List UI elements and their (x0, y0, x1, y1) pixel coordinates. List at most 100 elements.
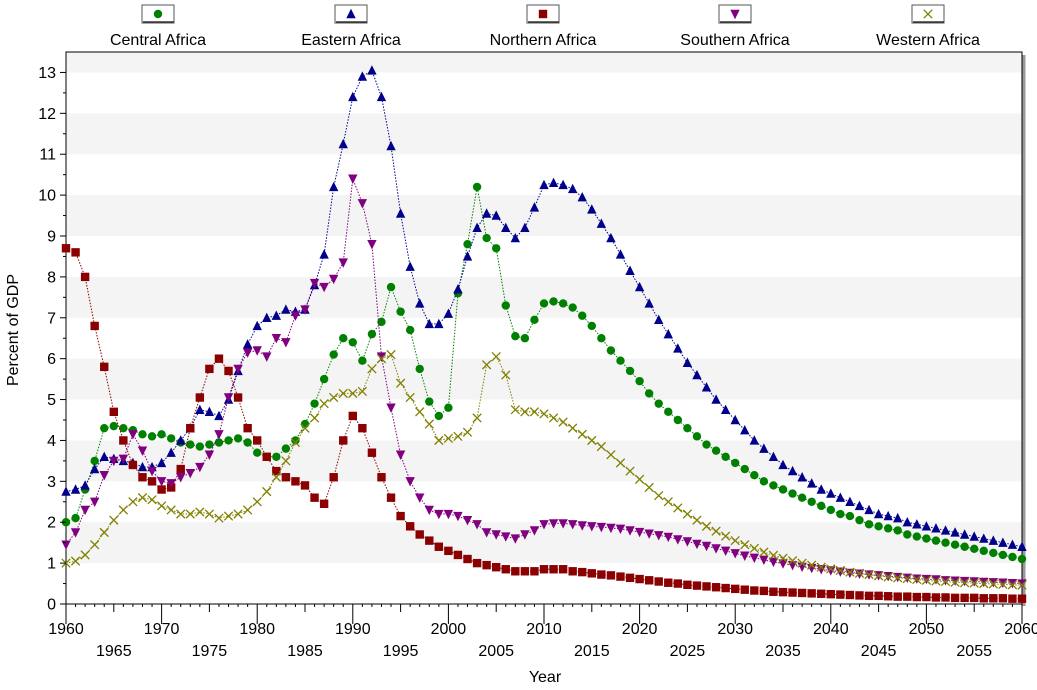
data-point-southern-africa (701, 541, 712, 552)
y-tick-label: 13 (38, 65, 56, 82)
data-point-central-africa (253, 448, 262, 457)
data-point-western-africa (701, 521, 712, 531)
x-tick-label: 2060 (1004, 621, 1037, 638)
data-point-southern-africa (969, 577, 979, 587)
data-point-southern-africa (462, 515, 473, 526)
data-point-western-africa (80, 550, 90, 560)
data-point-central-africa (291, 436, 300, 445)
y-tick-label: 11 (39, 147, 56, 164)
data-point-central-africa (654, 399, 663, 408)
data-point-northern-africa (711, 583, 721, 592)
data-point-eastern-africa (99, 451, 109, 461)
y-tick-label: 5 (47, 392, 56, 409)
data-point-central-africa (214, 438, 224, 447)
data-point-southern-africa (290, 311, 301, 321)
data-point-eastern-africa (395, 208, 406, 218)
data-point-eastern-africa (567, 183, 578, 194)
data-point-central-africa (329, 350, 338, 359)
data-point-southern-africa (185, 468, 195, 479)
x-tick-label: 2020 (622, 621, 658, 638)
data-point-southern-africa (596, 522, 607, 533)
y-axis-title: Percent of GDP (5, 274, 22, 386)
data-point-western-africa (118, 505, 129, 515)
data-point-northern-africa (807, 589, 816, 598)
data-point-western-africa (348, 388, 358, 399)
data-point-western-africa (720, 531, 731, 541)
series-layer (61, 65, 1027, 603)
data-point-western-africa (252, 497, 262, 507)
data-point-western-africa (979, 578, 989, 589)
data-point-northern-africa (587, 569, 596, 578)
data-point-northern-africa (664, 578, 673, 587)
data-point-western-africa (415, 407, 425, 417)
data-point-western-africa (195, 507, 205, 517)
data-point-western-africa (472, 413, 482, 423)
data-point-eastern-africa (749, 435, 760, 445)
data-point-central-africa (472, 182, 482, 192)
x-tick-label: 2030 (717, 621, 753, 638)
data-point-northern-africa (883, 592, 893, 601)
data-point-southern-africa (233, 364, 243, 375)
data-point-northern-africa (941, 593, 950, 602)
data-point-western-africa (807, 560, 817, 570)
data-point-western-africa (663, 497, 673, 507)
data-point-western-africa (921, 575, 932, 585)
data-point-northern-africa (625, 573, 635, 583)
data-point-southern-africa (577, 521, 587, 531)
legend-marker-western-africa (923, 9, 933, 19)
data-point-eastern-africa (931, 523, 941, 533)
data-point-eastern-africa (137, 461, 148, 472)
legend-item-eastern-africa[interactable]: Eastern Africa (301, 4, 401, 49)
data-point-northern-africa (903, 592, 912, 601)
data-point-central-africa (970, 544, 979, 553)
legend[interactable]: Central Africa Eastern Africa Northern Afr… (110, 4, 980, 49)
data-point-western-africa (615, 458, 626, 468)
grid-band (66, 195, 1022, 236)
data-point-central-africa (635, 376, 644, 386)
data-point-western-africa (501, 370, 511, 380)
data-point-northern-africa (243, 423, 252, 433)
data-point-northern-africa (922, 592, 931, 602)
data-point-northern-africa (109, 407, 118, 417)
data-point-northern-africa (960, 593, 969, 603)
x-tick-label: 2040 (813, 621, 849, 638)
legend-item-northern-africa[interactable]: Northern Africa (490, 4, 597, 49)
data-point-western-africa (386, 349, 396, 360)
legend-item-western-africa[interactable]: Western Africa (876, 4, 980, 49)
data-point-northern-africa (396, 511, 405, 521)
data-point-southern-africa (242, 348, 253, 358)
data-point-southern-africa (176, 473, 186, 483)
data-point-western-africa (204, 509, 215, 519)
data-point-southern-africa (252, 346, 262, 356)
data-point-eastern-africa (70, 484, 81, 494)
data-point-eastern-africa (663, 328, 673, 339)
x-axis-title: Year (529, 669, 562, 686)
y-tick-label: 7 (47, 310, 56, 327)
data-point-eastern-africa (319, 249, 329, 259)
data-point-central-africa (807, 497, 816, 506)
data-point-northern-africa (262, 452, 271, 461)
data-point-central-africa (463, 239, 472, 249)
data-point-eastern-africa (415, 298, 425, 308)
data-point-eastern-africa (596, 218, 607, 228)
data-point-northern-africa (348, 411, 357, 421)
data-point-northern-africa (578, 567, 587, 577)
data-point-southern-africa (740, 551, 750, 561)
data-point-western-africa (176, 509, 186, 519)
data-point-central-africa (568, 303, 577, 312)
legend-item-central-africa[interactable]: Central Africa (110, 4, 206, 49)
legend-label-southern-africa: Southern Africa (680, 32, 790, 49)
data-point-southern-africa (453, 511, 463, 522)
data-point-northern-africa (759, 586, 769, 596)
data-point-central-africa (587, 321, 596, 331)
data-point-central-africa (759, 477, 769, 486)
data-point-western-africa (271, 472, 281, 482)
data-point-western-africa (90, 540, 100, 550)
data-point-central-africa (166, 434, 176, 443)
series-central-africa (61, 182, 1027, 564)
legend-item-southern-africa[interactable]: Southern Africa (680, 4, 790, 49)
data-point-western-africa (998, 579, 1008, 590)
data-point-northern-africa (253, 436, 262, 445)
data-point-southern-africa (520, 530, 530, 540)
data-point-central-africa (492, 244, 501, 253)
